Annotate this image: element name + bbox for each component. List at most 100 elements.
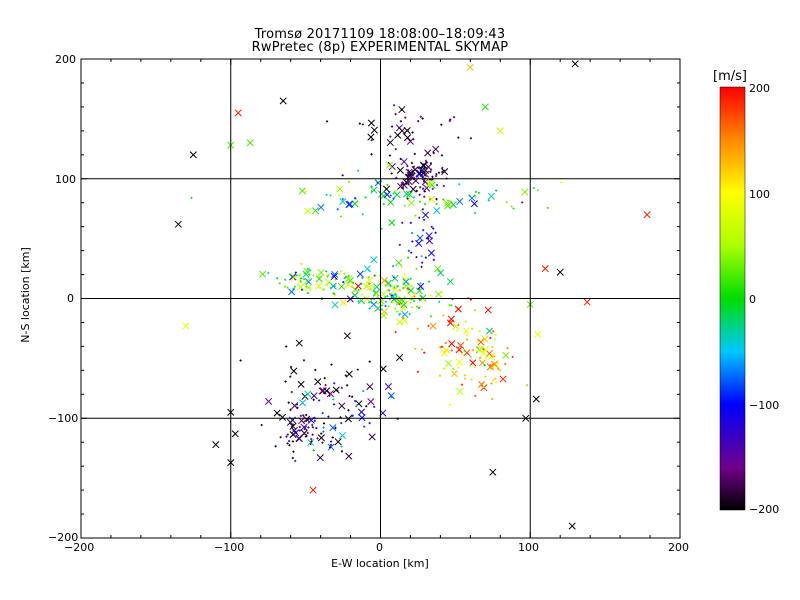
data-point (486, 363, 494, 371)
data-point (384, 300, 388, 303)
data-point (546, 206, 549, 209)
data-point (312, 398, 315, 401)
data-point (340, 450, 344, 453)
data-point (273, 409, 281, 417)
data-point (360, 293, 364, 296)
data-point (446, 278, 454, 286)
data-point (368, 360, 371, 363)
data-point (504, 362, 507, 366)
data-point (304, 390, 312, 398)
data-point (326, 390, 334, 398)
data-point (298, 187, 306, 195)
data-point (452, 116, 456, 119)
data-point (290, 367, 298, 375)
data-point (512, 207, 515, 210)
data-point (372, 285, 376, 289)
data-point (322, 430, 325, 433)
data-point (329, 194, 332, 197)
data-point (481, 103, 489, 111)
data-point (419, 115, 422, 118)
data-point (328, 446, 332, 449)
data-point (481, 335, 489, 343)
data-point (455, 358, 464, 366)
data-point (448, 403, 452, 406)
data-point (396, 318, 404, 326)
data-point (292, 429, 300, 437)
data-point (384, 383, 392, 391)
data-point (288, 444, 291, 447)
data-point (346, 277, 354, 285)
data-point (412, 300, 416, 303)
data-point (476, 339, 479, 343)
data-point (383, 191, 391, 199)
data-point (343, 272, 346, 275)
data-point (367, 133, 375, 141)
data-point (348, 394, 351, 398)
data-point (368, 307, 371, 310)
data-point (465, 334, 469, 337)
data-point (492, 361, 500, 369)
data-point (298, 425, 301, 429)
data-point (398, 289, 401, 292)
data-point (384, 295, 387, 299)
data-point (387, 284, 390, 287)
data-point (390, 125, 394, 128)
data-point (396, 285, 399, 288)
data-point (466, 63, 474, 71)
data-point (460, 383, 464, 386)
data-point (365, 405, 368, 408)
data-point (470, 378, 473, 381)
colorbar (720, 87, 745, 510)
data-point (409, 277, 412, 280)
data-point (291, 402, 299, 410)
data-point (407, 286, 415, 295)
data-point (315, 282, 323, 290)
data-point (487, 199, 490, 202)
data-point (457, 366, 460, 369)
data-point (298, 429, 301, 432)
data-point (431, 187, 434, 191)
data-point (367, 398, 375, 406)
data-point (289, 375, 292, 378)
data-point (329, 440, 333, 443)
data-point (423, 202, 427, 206)
data-point (536, 189, 539, 192)
data-point (278, 282, 281, 285)
data-point (310, 440, 313, 443)
data-point (333, 285, 336, 288)
data-point (347, 274, 350, 278)
data-point (421, 261, 424, 264)
data-point (484, 375, 487, 379)
data-point (358, 122, 361, 125)
data-point (415, 256, 418, 259)
data-point (446, 199, 450, 202)
data-point (354, 400, 357, 403)
data-point (294, 459, 297, 463)
data-point (284, 278, 287, 281)
data-point (445, 359, 453, 368)
data-point (405, 178, 413, 186)
data-point (493, 338, 497, 341)
data-point (491, 379, 495, 382)
data-point (362, 389, 365, 393)
data-point (309, 269, 312, 272)
data-point (388, 219, 396, 227)
data-point (316, 454, 324, 462)
data-point (389, 194, 392, 197)
x-tick-label: −200 (64, 541, 95, 554)
data-point (450, 349, 453, 352)
data-point (432, 151, 435, 155)
data-point (510, 205, 513, 208)
data-point (291, 456, 294, 460)
data-point (402, 286, 405, 290)
data-point (351, 285, 354, 288)
data-point (317, 268, 325, 277)
data-point (464, 320, 467, 323)
data-point (344, 415, 352, 423)
data-point (409, 185, 417, 193)
data-point (422, 229, 425, 232)
data-point (416, 327, 419, 330)
data-point (384, 304, 387, 308)
data-point (440, 345, 444, 348)
data-point (326, 275, 329, 278)
